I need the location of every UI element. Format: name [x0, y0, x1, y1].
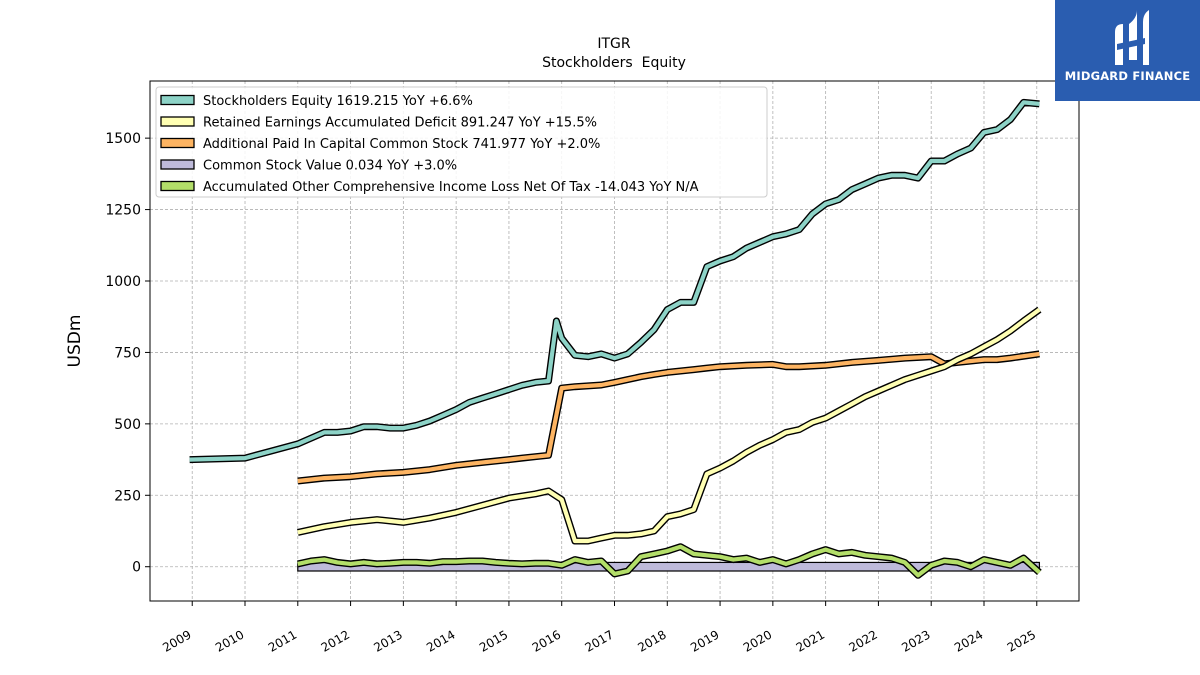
y-tick-label: 1250 [105, 203, 141, 219]
legend-box [155, 86, 768, 198]
legend-label: Accumulated Other Comprehensive Income L… [203, 180, 699, 195]
legend-swatch [160, 137, 195, 149]
x-tick-label: 2017 [583, 627, 616, 654]
x-tick-label: 2025 [1005, 627, 1038, 654]
brand-name: MIDGARD FINANCE [1064, 69, 1191, 83]
chart-subtitle: Stockholders Equity [542, 55, 686, 71]
y-tick-label: 1000 [105, 274, 141, 290]
legend-swatch [160, 180, 195, 192]
x-tick-label: 2022 [846, 627, 879, 654]
legend-swatch [160, 116, 195, 127]
series-layer [189, 98, 1042, 579]
x-tick-label: 2016 [530, 627, 563, 654]
legend-label: Common Stock Value 0.034 YoY +3.0% [203, 159, 457, 174]
x-tick-label: 2014 [424, 627, 457, 654]
x-tick-label: 2019 [688, 627, 721, 654]
x-tick-label: 2009 [160, 627, 193, 654]
x-tick-label: 2012 [319, 627, 352, 654]
y-tick-label: 250 [114, 488, 141, 504]
x-tick-label: 2018 [635, 627, 668, 654]
chart-title: ITGR [597, 36, 631, 52]
series-line-stockholders-equity [189, 100, 1040, 462]
y-tick-label: 1500 [105, 131, 141, 147]
legend: Stockholders Equity 1619.215 YoY +6.6% Re… [155, 86, 768, 198]
legend-label: Stockholders Equity 1619.215 YoY +6.6% [203, 94, 473, 109]
x-tick-label: 2023 [899, 627, 932, 654]
legend-label: Retained Earnings Accumulated Deficit 89… [203, 116, 597, 131]
y-tick-label: 750 [114, 345, 141, 361]
y-tick-label: 500 [114, 417, 141, 433]
brand-logo: MIDGARD FINANCE [1055, 0, 1200, 101]
series-line-additional-paid-in-capital [297, 351, 1040, 484]
x-tick-label: 2011 [266, 627, 299, 654]
series-line-retained-earnings [297, 307, 1041, 544]
series-line-common-stock [297, 561, 1041, 572]
x-tick-label: 2015 [477, 627, 510, 654]
legend-swatch [160, 94, 195, 106]
x-tick-label: 2021 [794, 627, 827, 654]
x-tick-label: 2010 [213, 627, 246, 654]
y-axis-label: USDm [65, 315, 85, 368]
legend-label: Additional Paid In Capital Common Stock … [203, 137, 600, 152]
x-tick-label: 2020 [741, 627, 774, 654]
x-tick-label: 2013 [371, 627, 404, 654]
y-tick-label: 0 [132, 560, 141, 576]
series-line-aoci [297, 544, 1041, 578]
brand-mark-icon [1115, 10, 1149, 65]
legend-swatch [160, 159, 195, 170]
x-tick-label: 2024 [952, 627, 985, 654]
